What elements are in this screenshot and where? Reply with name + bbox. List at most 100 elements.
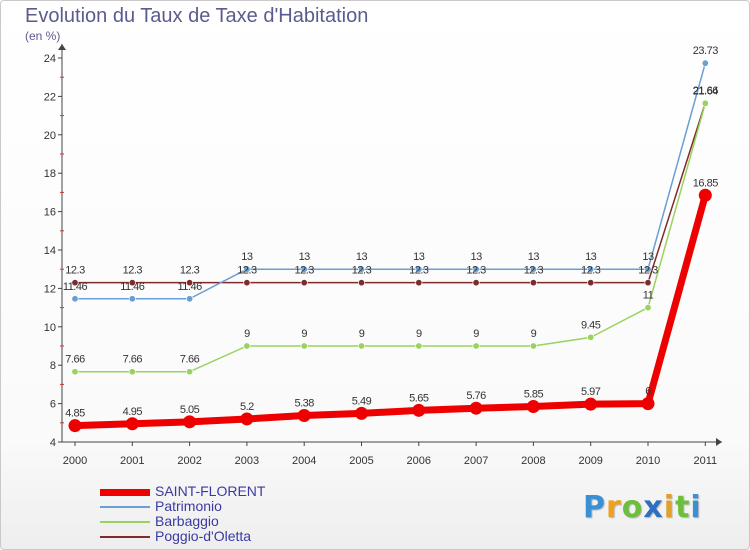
data-label: 9 [473, 328, 479, 340]
x-tick-label: 2007 [464, 455, 488, 467]
data-label: 11.46 [120, 281, 145, 293]
data-label: 12.3 [581, 265, 601, 277]
data-label: 9 [531, 328, 537, 340]
data-point [526, 399, 540, 413]
data-point [240, 412, 254, 426]
data-point [415, 265, 423, 273]
x-tick-label: 2011 [693, 455, 717, 467]
data-point [587, 265, 595, 273]
data-point [355, 406, 368, 420]
data-point [243, 279, 251, 287]
data-point [128, 279, 136, 287]
data-label: 13 [413, 251, 425, 263]
proxiti-logo: Proxiti [583, 490, 702, 525]
data-point [529, 342, 537, 350]
data-point [584, 397, 598, 411]
logo-letter: o [621, 490, 644, 525]
x-tick-label: 2006 [407, 455, 431, 467]
data-label: 11 [643, 290, 654, 302]
y-tick-label: 12 [44, 283, 56, 295]
data-label: 12.3 [466, 265, 486, 277]
data-point [186, 295, 194, 303]
data-point [529, 279, 537, 287]
legend-label: SAINT-FLORENT [155, 483, 266, 499]
data-point [701, 59, 709, 67]
data-point [68, 419, 82, 433]
data-point [71, 279, 79, 287]
data-label: 5.49 [352, 395, 372, 407]
legend-item: Barbaggio [100, 514, 360, 529]
data-label: 13 [585, 251, 597, 263]
data-label: 12.3 [638, 265, 658, 277]
data-label: 13 [299, 251, 311, 263]
legend-swatch [100, 489, 150, 496]
data-label: 12.3 [352, 265, 372, 277]
data-label: 12.3 [180, 265, 200, 277]
data-point [300, 265, 308, 273]
data-point [587, 333, 595, 341]
data-label: 4.85 [65, 408, 85, 420]
data-point [128, 295, 136, 303]
y-unit-label: (en %) [25, 29, 61, 43]
data-label: 12.3 [123, 265, 143, 277]
data-point [297, 409, 311, 423]
data-point [412, 403, 426, 417]
data-label: 5.2 [240, 401, 254, 413]
x-axis-arrow [716, 438, 722, 446]
data-label: 5.76 [466, 390, 486, 402]
x-tick-label: 2001 [120, 455, 144, 467]
data-point [472, 265, 480, 273]
data-label: 4.95 [123, 406, 143, 418]
legend-swatch [100, 521, 150, 523]
x-tick-label: 2003 [235, 455, 259, 467]
logo-letter: i [663, 490, 676, 525]
data-label: 12.3 [65, 265, 85, 277]
data-point [641, 397, 655, 411]
data-point [472, 342, 480, 350]
data-point [529, 265, 537, 273]
data-label: 5.85 [524, 388, 544, 400]
data-point [186, 279, 194, 287]
data-label: 12.3 [294, 265, 314, 277]
data-point [357, 279, 365, 287]
legend: SAINT-FLORENT Patrimonio Barbaggio Poggio-d… [100, 484, 360, 544]
data-label: 13 [356, 251, 368, 263]
chart-title: Evolution du Taux de Taxe d'Habitation [25, 5, 369, 27]
data-label: 7.66 [180, 354, 200, 366]
data-point [644, 304, 652, 312]
legend-label: Barbaggio [155, 513, 219, 529]
data-label: 23.73 [693, 45, 718, 57]
data-label: 11.46 [63, 281, 88, 293]
data-point [125, 417, 139, 431]
data-label: 16.85 [693, 177, 718, 189]
y-axis-arrow [58, 44, 66, 50]
data-point [357, 342, 365, 350]
data-point [71, 295, 79, 303]
series-line-3 [75, 102, 707, 284]
data-point [415, 342, 423, 350]
data-label: 5.65 [409, 392, 429, 404]
data-label: 13 [470, 251, 482, 263]
legend-item: Poggio-d'Oletta [100, 529, 360, 544]
logo-letter: t [675, 490, 691, 525]
data-label: 9 [244, 328, 250, 340]
x-tick-label: 2000 [63, 455, 87, 467]
data-label: 5.97 [581, 386, 601, 398]
y-tick-label: 10 [44, 322, 56, 334]
data-label: 12.3 [524, 265, 544, 277]
data-label: 7.66 [65, 354, 85, 366]
logo-letter: r [606, 490, 622, 525]
x-tick-label: 2010 [636, 455, 660, 467]
data-label: 12.3 [237, 265, 257, 277]
data-point [300, 342, 308, 350]
data-point [183, 415, 197, 429]
data-point [644, 279, 652, 287]
data-label: 9.45 [581, 319, 601, 331]
legend-item: Patrimonio [100, 499, 360, 514]
data-label: 13 [528, 251, 540, 263]
data-label: 21.66 [693, 85, 718, 97]
x-tick-label: 2004 [292, 455, 316, 467]
data-label: 11.46 [177, 281, 202, 293]
data-label: 12.3 [409, 265, 429, 277]
